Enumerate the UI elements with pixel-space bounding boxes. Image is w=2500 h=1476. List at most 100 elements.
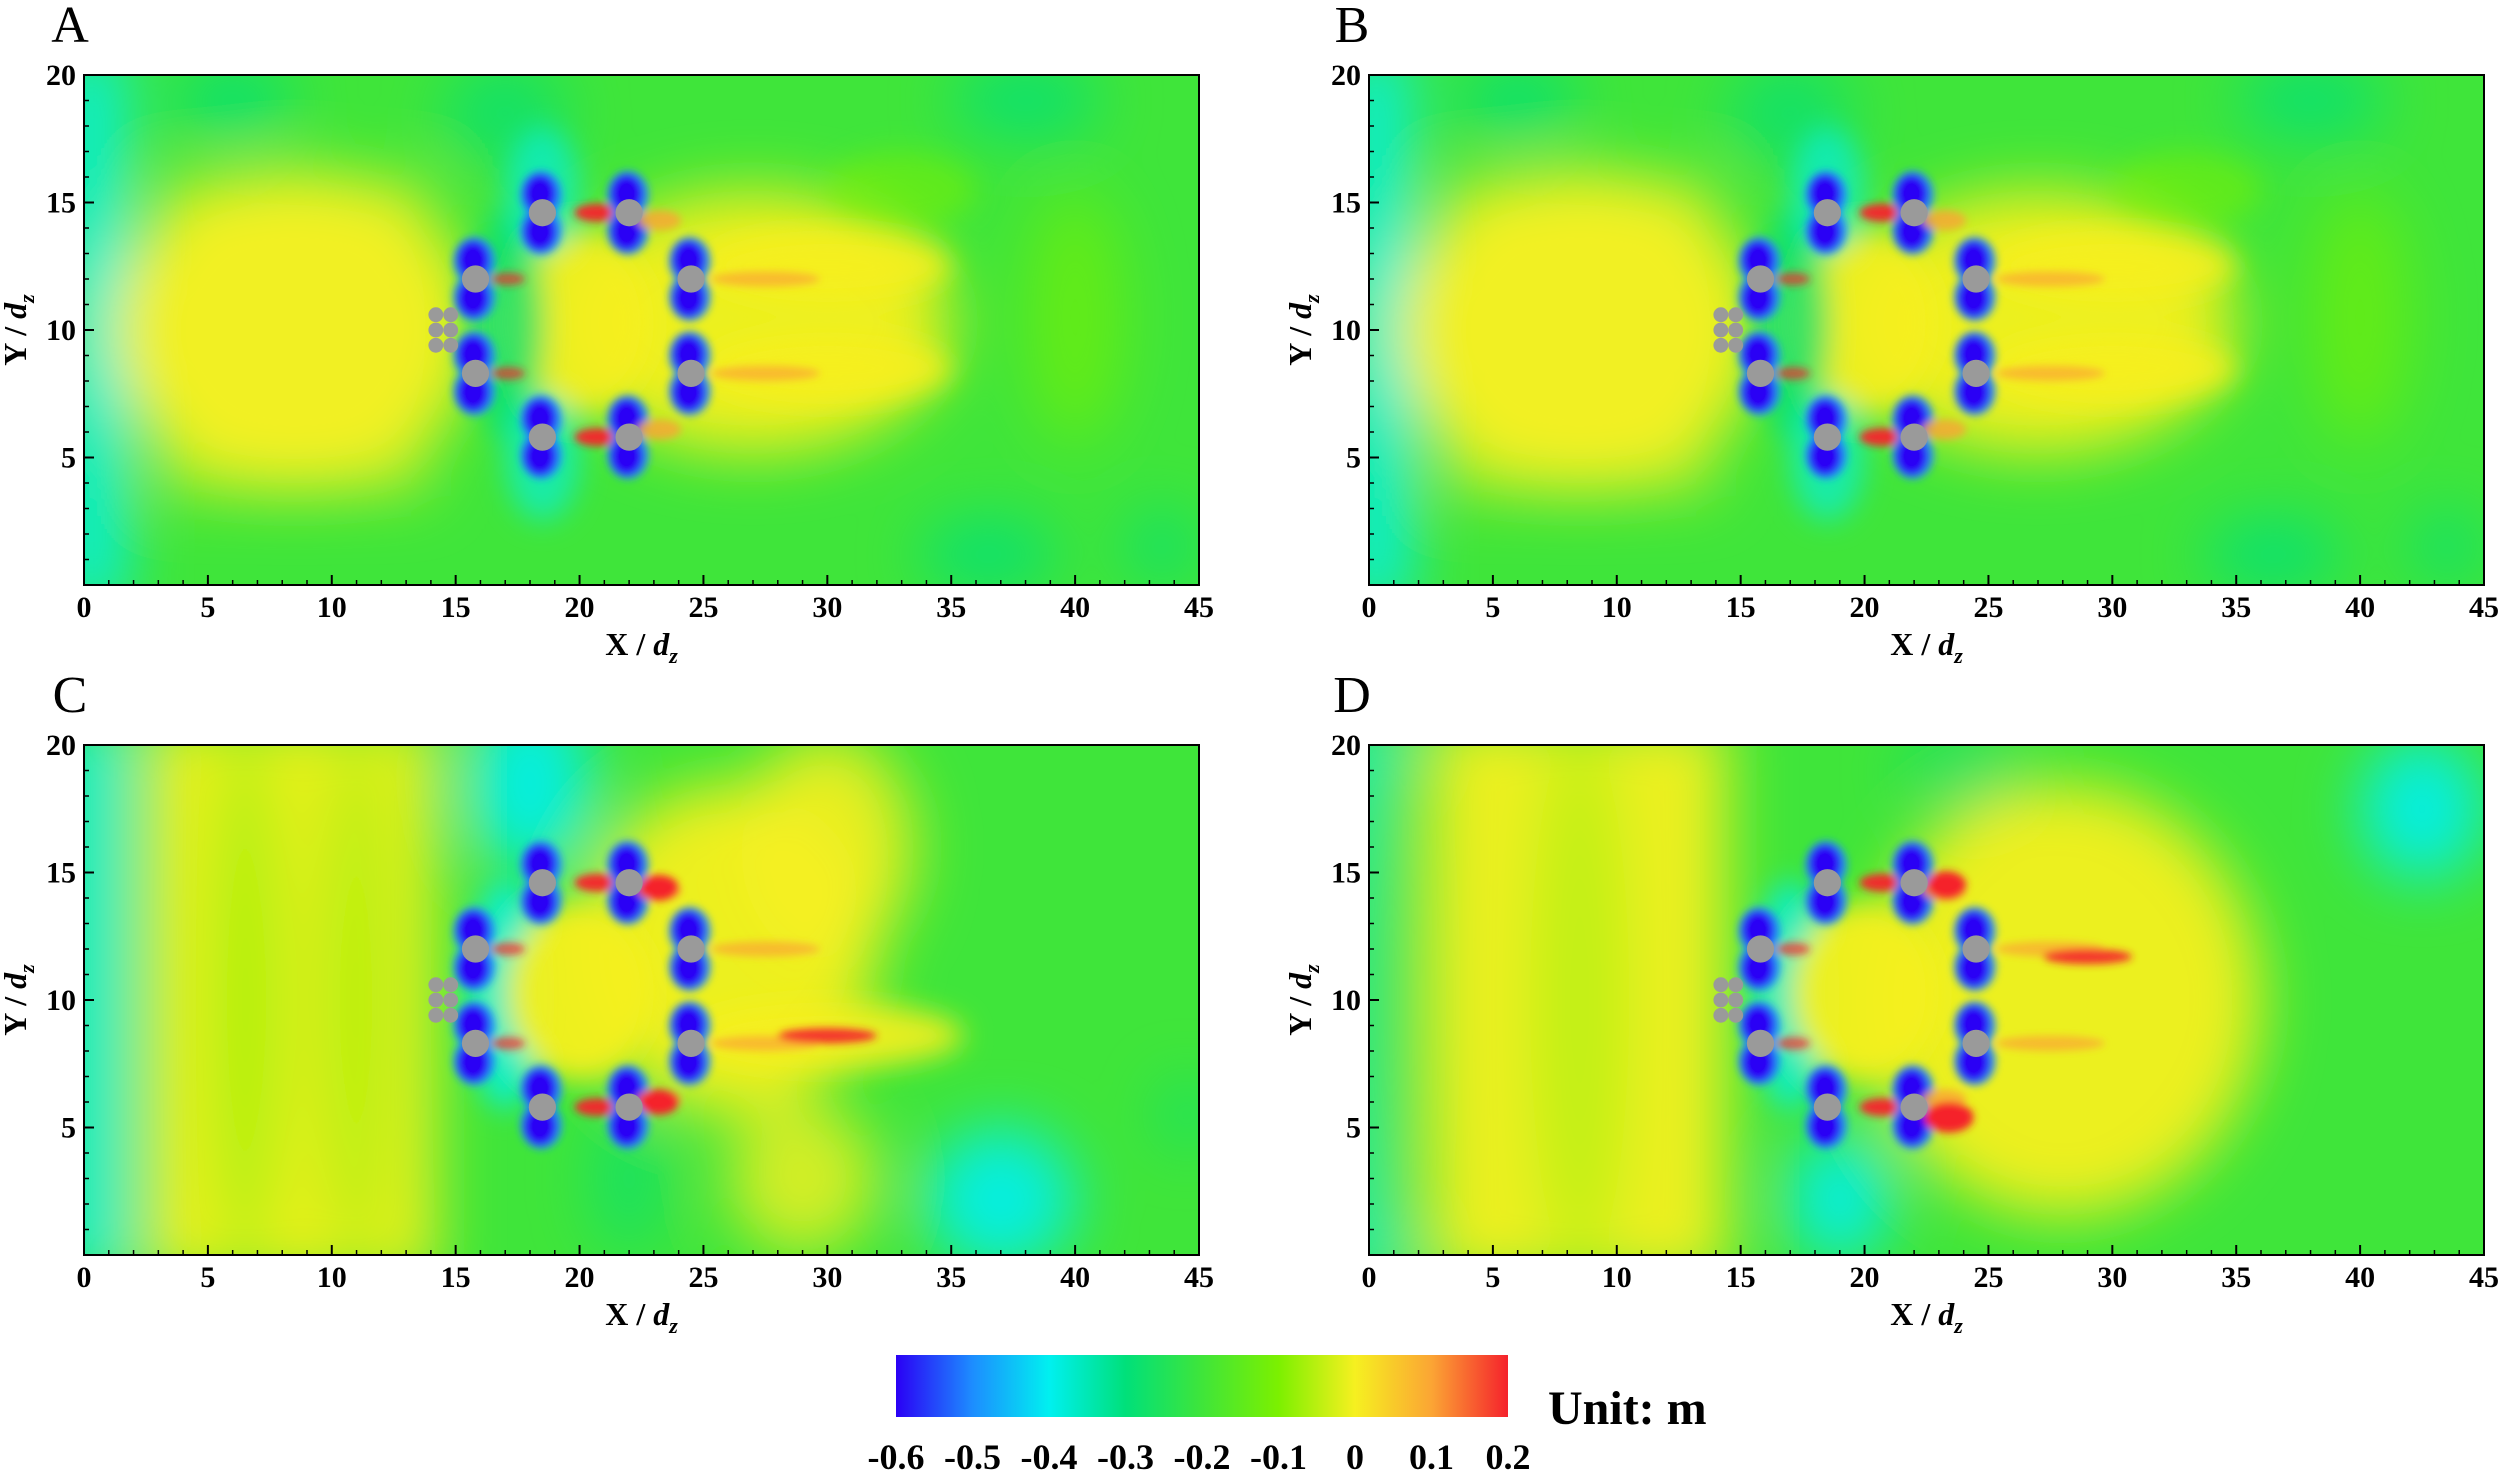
x-tick-label: 20: [565, 1261, 595, 1294]
small-pier-marker: [428, 977, 444, 993]
pier-marker: [677, 265, 705, 293]
colorbar-tick-label: -0.4: [1021, 1437, 1078, 1476]
pier-marker: [1813, 199, 1842, 227]
y-tick-label: 20: [1331, 729, 1361, 762]
pier-marker: [1962, 359, 1990, 387]
contour-field: [84, 745, 1199, 1255]
pier-marker: [1813, 1093, 1842, 1121]
x-tick-label: 10: [317, 1261, 347, 1294]
pier-marker: [615, 423, 643, 451]
pier-marker: [461, 1029, 490, 1057]
small-pier-marker: [1713, 1007, 1729, 1023]
small-pier-marker: [428, 322, 444, 338]
x-tick-label: 0: [1362, 591, 1377, 624]
pier-marker: [1813, 869, 1842, 897]
small-pier-marker: [1728, 322, 1744, 338]
pier-marker: [1746, 265, 1775, 293]
pier-marker: [1746, 359, 1775, 387]
x-tick-label: 10: [317, 591, 347, 624]
x-tick-label: 15: [1726, 1261, 1756, 1294]
pier-marker: [1962, 1029, 1990, 1057]
y-tick-label: 15: [1331, 857, 1361, 890]
pier-marker: [1900, 199, 1928, 227]
x-axis-title: X / dz: [1890, 1296, 1963, 1338]
x-tick-label: 40: [2345, 591, 2375, 624]
y-axis-title: Y / dz: [0, 294, 39, 366]
pier-marker: [677, 935, 705, 963]
colorbar-tick-label: 0.1: [1409, 1437, 1454, 1476]
pier-marker: [1962, 265, 1990, 293]
pier-marker: [615, 199, 643, 227]
pier-marker: [1900, 1093, 1928, 1121]
small-pier-marker: [443, 1007, 459, 1023]
panel-letter: C: [53, 667, 88, 724]
x-axis-title: X / dz: [605, 626, 678, 668]
y-tick-label: 20: [46, 729, 76, 762]
colorbar-unit-label: Unit: m: [1548, 1382, 1707, 1435]
pier-marker: [1746, 1029, 1775, 1057]
x-tick-label: 45: [1184, 1261, 1214, 1294]
y-tick-label: 20: [46, 59, 76, 92]
pier-marker: [528, 869, 557, 897]
small-pier-marker: [1728, 337, 1744, 353]
y-axis-title: Y / dz: [0, 964, 39, 1036]
pier-marker: [1962, 935, 1990, 963]
colorbar-tick-label: -0.2: [1174, 1437, 1231, 1476]
x-tick-label: 35: [936, 591, 966, 624]
y-tick-label: 20: [1331, 59, 1361, 92]
x-tick-label: 20: [1850, 591, 1880, 624]
colorbar-gradient: [896, 1355, 1508, 1417]
panel-d: D 0 5 10 15 20 25 30 35 40 45 5 10 15 20 X / dz Y / dz: [1282, 667, 2499, 1338]
x-tick-label: 25: [1973, 1261, 2003, 1294]
x-tick-label: 0: [77, 1261, 92, 1294]
small-pier-marker: [443, 307, 459, 323]
x-axis-title: X / dz: [605, 1296, 678, 1338]
small-pier-marker: [443, 992, 459, 1008]
small-pier-marker: [428, 1007, 444, 1023]
pier-marker: [615, 869, 643, 897]
panel-letter: A: [51, 0, 89, 54]
x-tick-label: 40: [1060, 591, 1090, 624]
small-pier-marker: [1728, 992, 1744, 1008]
x-tick-label: 40: [1060, 1261, 1090, 1294]
y-axis-title: Y / dz: [1282, 964, 1324, 1036]
small-pier-marker: [1728, 1007, 1744, 1023]
x-tick-label: 5: [200, 591, 215, 624]
small-pier-marker: [1713, 992, 1729, 1008]
small-pier-marker: [428, 307, 444, 323]
small-pier-marker: [443, 337, 459, 353]
colorbar-tick-label: -0.6: [868, 1437, 925, 1476]
x-axis-title: X / dz: [1890, 626, 1963, 668]
x-tick-label: 20: [565, 591, 595, 624]
pier-marker: [1900, 869, 1928, 897]
small-pier-marker: [428, 992, 444, 1008]
colorbar-tick-label: -0.5: [944, 1437, 1001, 1476]
colorbar-tick-label: -0.1: [1250, 1437, 1307, 1476]
y-tick-label: 15: [46, 857, 76, 890]
y-tick-label: 10: [46, 984, 76, 1017]
x-tick-label: 5: [1485, 591, 1500, 624]
x-tick-label: 25: [688, 1261, 718, 1294]
x-tick-label: 30: [812, 1261, 842, 1294]
x-tick-label: 30: [2097, 591, 2127, 624]
y-tick-label: 10: [1331, 314, 1361, 347]
x-tick-label: 10: [1602, 1261, 1632, 1294]
x-tick-label: 5: [1485, 1261, 1500, 1294]
small-pier-marker: [1713, 977, 1729, 993]
pier-marker: [528, 1093, 557, 1121]
y-tick-label: 15: [1331, 187, 1361, 220]
pier-marker: [1746, 935, 1775, 963]
x-tick-label: 35: [936, 1261, 966, 1294]
contour-field: [1369, 745, 2484, 1255]
colorbar-tick-label: -0.3: [1097, 1437, 1154, 1476]
pier-marker: [461, 265, 490, 293]
small-pier-marker: [1713, 337, 1729, 353]
x-tick-label: 45: [2469, 591, 2499, 624]
y-tick-label: 10: [46, 314, 76, 347]
small-pier-marker: [1728, 307, 1744, 323]
small-pier-marker: [443, 322, 459, 338]
colorbar: -0.6 -0.5 -0.4 -0.3 -0.2 -0.1 0 0.1 0.2 Unit: m: [868, 1355, 1707, 1476]
y-tick-label: 5: [1346, 1112, 1361, 1145]
x-tick-label: 40: [2345, 1261, 2375, 1294]
